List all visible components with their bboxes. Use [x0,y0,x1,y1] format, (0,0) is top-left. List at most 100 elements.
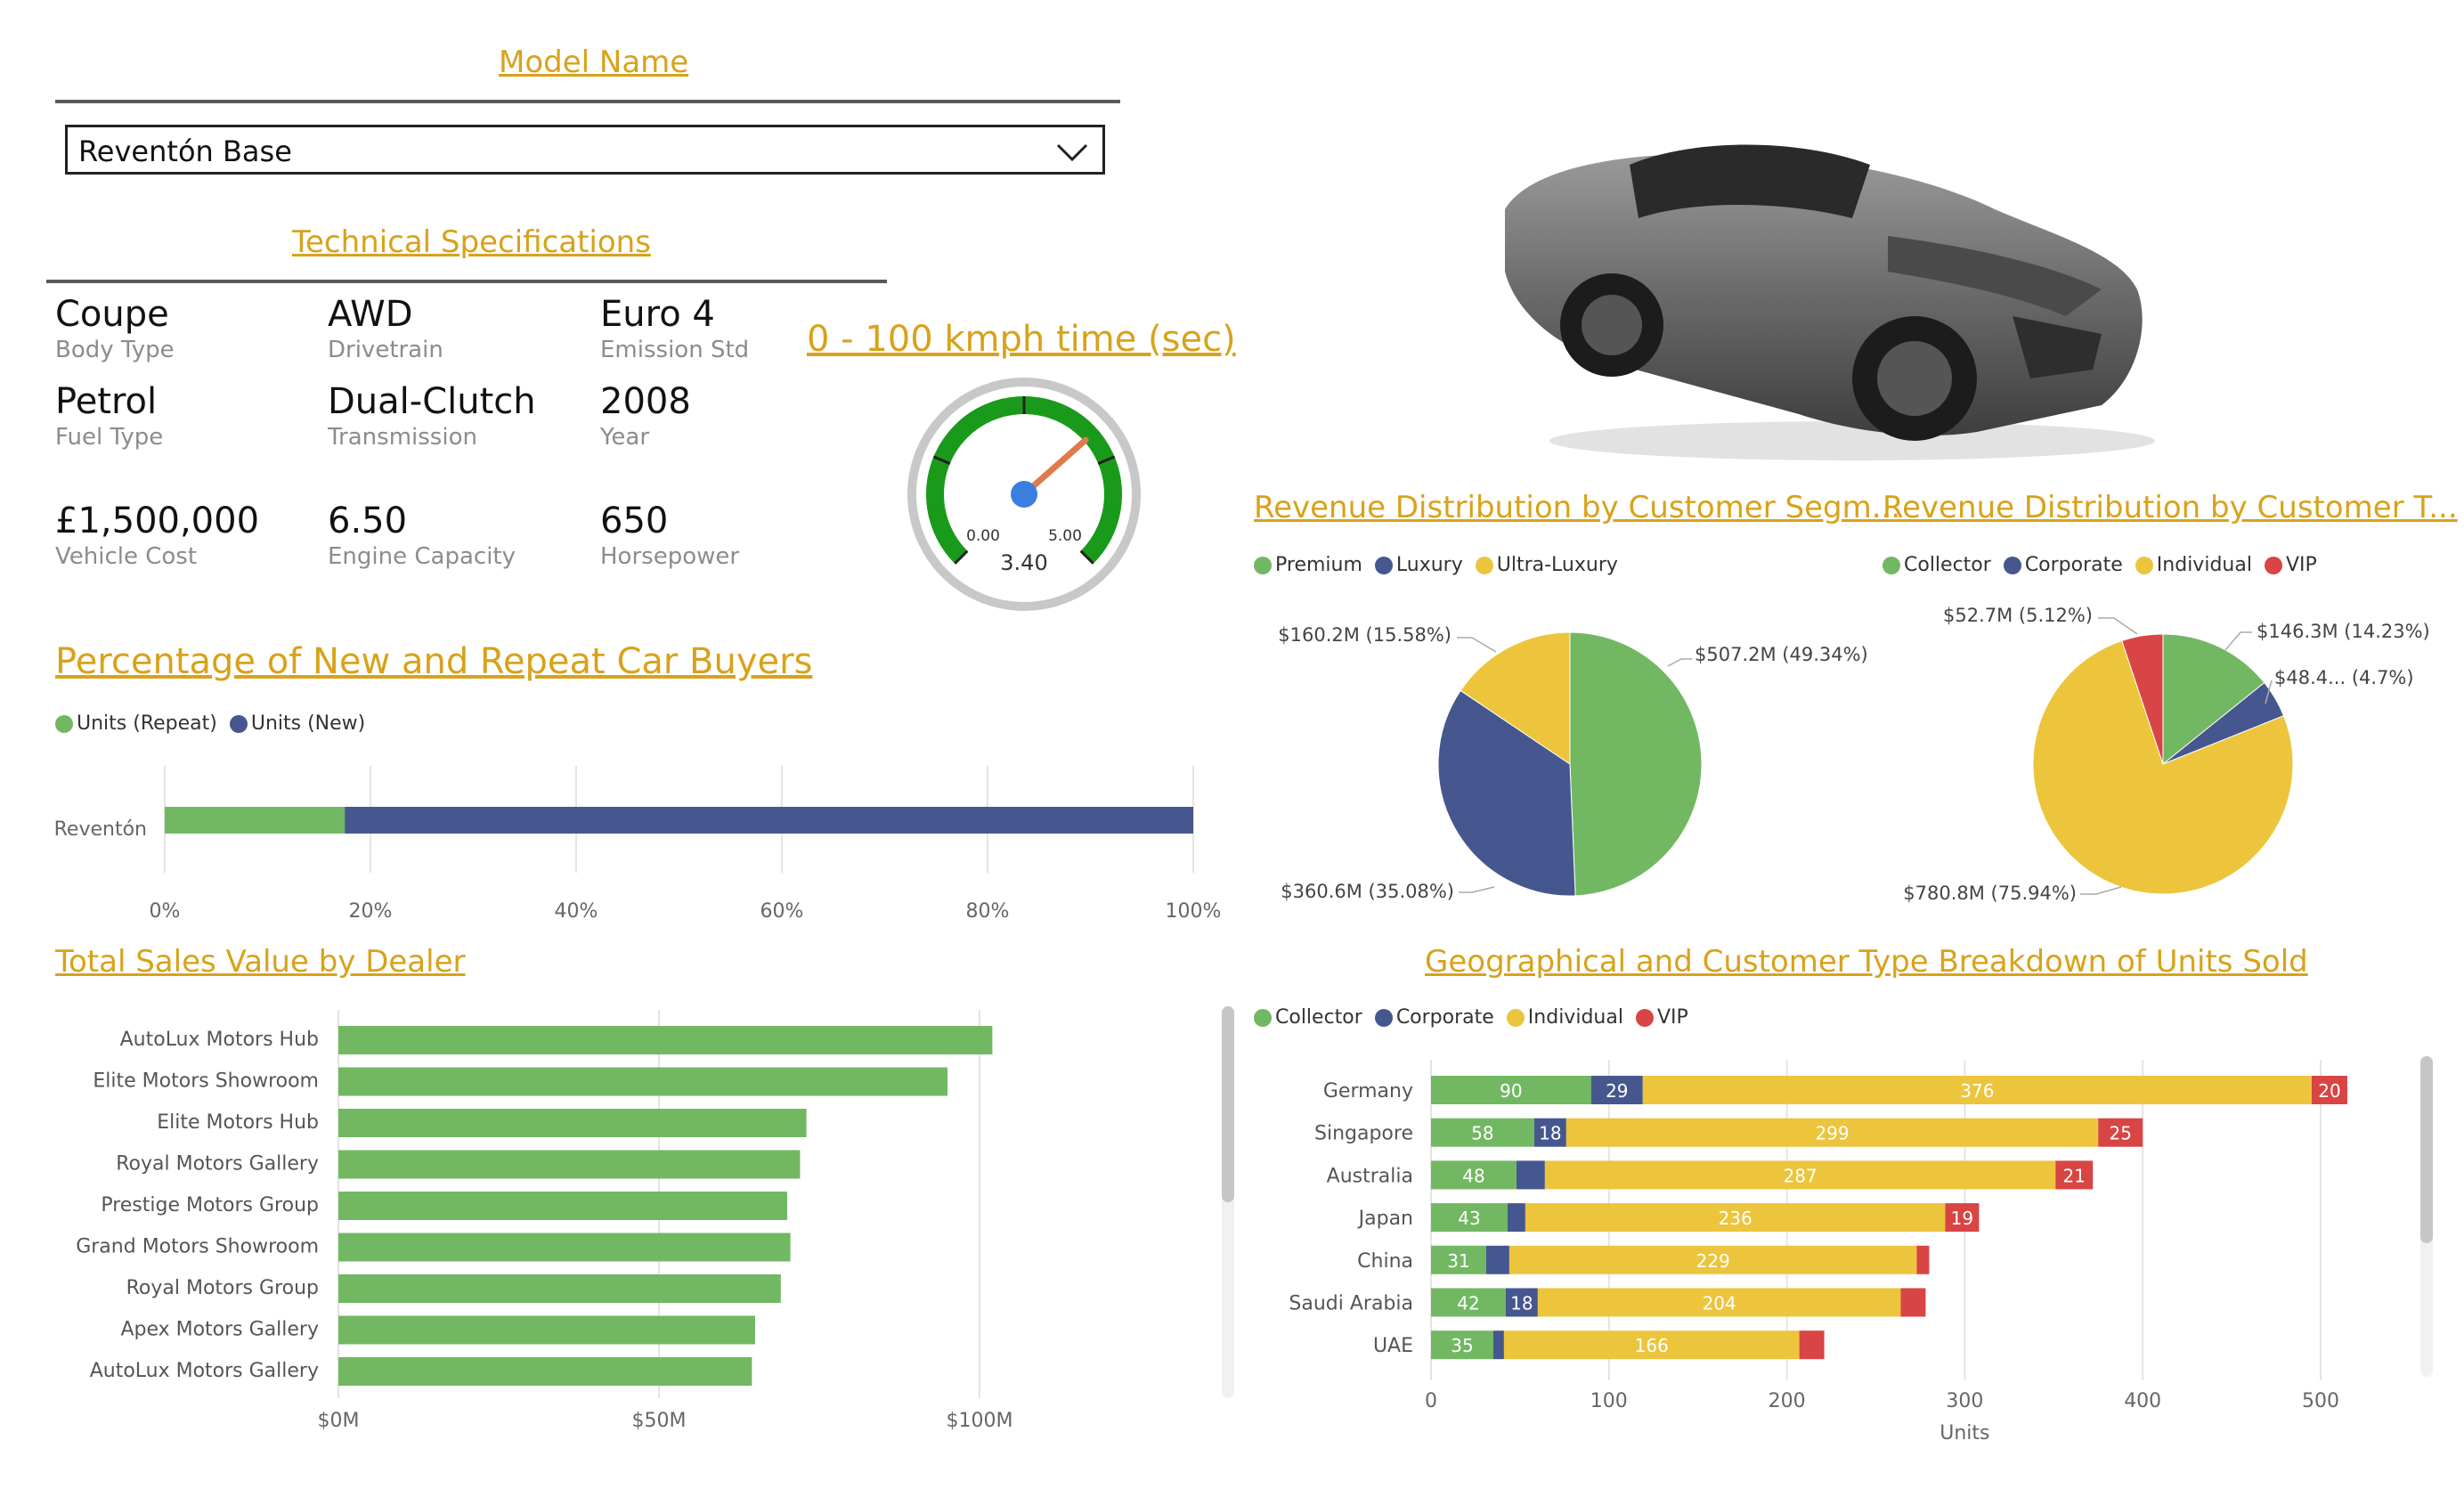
gauge-hub [1011,481,1037,508]
spec-item: Euro 4 Emission Std [600,294,749,363]
pie-slice[interactable] [1569,631,1703,897]
bar[interactable] [338,1026,993,1054]
pie-slice[interactable] [1437,689,1576,897]
gauge-tick [954,549,969,565]
legend-item[interactable]: VIP [2264,554,2317,576]
x-tick-label: $50M [632,1410,687,1432]
bar-segment[interactable] [1544,1160,2056,1190]
dealer-sales-chart: $0M $50M $100M AutoLux Motors Hub Elite Moto… [76,1010,1013,1432]
legend-item[interactable]: Corporate [2003,554,2123,576]
segment-pie-title: Revenue Distribution by Customer Segm... [1254,490,1901,525]
category-label: Reventón [54,818,147,841]
bar-segment[interactable] [2312,1076,2347,1104]
geo-scrollbar[interactable] [2420,1056,2433,1377]
bar-segment[interactable] [1525,1203,1946,1233]
bar-segment[interactable] [1508,1245,1917,1274]
bar[interactable] [338,1109,807,1137]
bar-segment[interactable] [1431,1160,1517,1190]
bar-segment[interactable] [1503,1330,1800,1360]
bar-segment[interactable] [1799,1330,1825,1360]
bar[interactable] [338,1357,752,1386]
bar-segment[interactable] [1537,1288,1901,1317]
x-tick-label: $100M [947,1410,1013,1432]
pie-slice[interactable] [2121,633,2164,765]
acceleration-gauge: 0.00 5.00 3.40 [907,378,1141,611]
x-tick-label: 80% [966,900,1010,923]
dealer-scrollbar-thumb[interactable] [1222,1006,1234,1202]
bar-segment[interactable] [1431,1118,1534,1147]
bar-segment[interactable] [1516,1160,1545,1190]
bar-segment[interactable] [1533,1118,1566,1147]
bar[interactable] [338,1150,801,1179]
bar-segment[interactable] [1916,1245,1930,1274]
legend-label: Units (New) [250,712,366,735]
spec-value: Coupe [55,294,169,335]
leader-line [1667,658,1692,667]
legend-dot [55,714,73,733]
legend-item[interactable]: Units (New) [229,712,366,735]
legend-item[interactable]: Premium [1254,554,1362,576]
tech-specs-divider [46,280,887,283]
bar-segment[interactable] [1492,1330,1504,1360]
bar[interactable] [338,1274,781,1303]
legend-item[interactable]: Luxury [1374,554,1463,576]
bar-segment[interactable] [1945,1203,1980,1233]
legend-item[interactable]: Individual [2135,554,2252,576]
bar-segment[interactable] [1507,1203,1525,1233]
bar-segment[interactable] [1431,1076,1591,1104]
legend-item[interactable]: Units (Repeat) [55,712,217,735]
bar-segment[interactable] [1565,1118,2099,1147]
data-label: 35 [1451,1335,1473,1356]
category-label: Elite Motors Showroom [93,1070,319,1093]
pie-slice[interactable] [1460,631,1571,765]
gauge-tick [1097,455,1116,465]
legend-dot [1506,1008,1525,1027]
legend-item[interactable]: Individual [1506,1006,1623,1029]
legend-item[interactable]: Ultra-Luxury [1475,554,1618,576]
bar-segment[interactable] [1431,1330,1493,1360]
spec-value: 2008 [600,381,691,422]
data-label: 25 [2109,1123,2131,1144]
legend-label: Corporate [1395,1006,1494,1029]
repeat-new-title: Percentage of New and Repeat Car Buyers [55,641,813,682]
model-name-dropdown[interactable]: Reventón Base [65,125,1105,175]
dealer-scrollbar[interactable] [1222,1006,1234,1398]
bar-segment[interactable] [1431,1203,1508,1233]
x-tick-label: 100% [1166,900,1222,923]
bar-segment[interactable] [1431,1288,1506,1317]
spec-value: AWD [328,294,413,335]
legend-dot [1883,556,1900,574]
legend-item[interactable]: Collector [1254,1006,1362,1029]
bar-segment[interactable] [1642,1076,2313,1104]
slice-label: $48.4... (4.7%) [2274,667,2414,688]
bar-segment[interactable] [2098,1118,2143,1147]
bar[interactable] [338,1192,787,1220]
bar-segment[interactable] [1505,1288,1538,1317]
bar-segment[interactable] [1590,1076,1643,1104]
data-label: 29 [1606,1080,1628,1102]
bar[interactable] [338,1233,791,1262]
pie-slice[interactable] [2162,633,2265,766]
geo-scrollbar-thumb[interactable] [2420,1056,2433,1243]
leader-line [2224,631,2252,651]
data-label: 48 [1462,1165,1484,1186]
x-tick-label: 20% [349,900,393,923]
bar[interactable] [338,1315,755,1345]
bar-segment[interactable] [1485,1245,1509,1274]
spec-label: Fuel Type [55,424,164,451]
bar-segment[interactable] [1431,1245,1486,1274]
bar-segment[interactable] [345,807,1193,834]
legend-dot [1635,1008,1654,1027]
legend-item[interactable]: Collector [1883,554,1991,576]
bar-segment[interactable] [165,807,346,834]
bar[interactable] [338,1067,947,1096]
model-name-divider [55,100,1120,103]
legend-item[interactable]: VIP [1635,1006,1688,1029]
pie-slice[interactable] [2032,639,2294,895]
bar-segment[interactable] [2055,1160,2094,1190]
legend-label: Collector [1904,554,1991,576]
legend-item[interactable]: Corporate [1374,1006,1494,1029]
bar-segment[interactable] [1900,1288,1926,1317]
data-label: 166 [1635,1335,1669,1356]
data-label: 204 [1703,1293,1736,1314]
